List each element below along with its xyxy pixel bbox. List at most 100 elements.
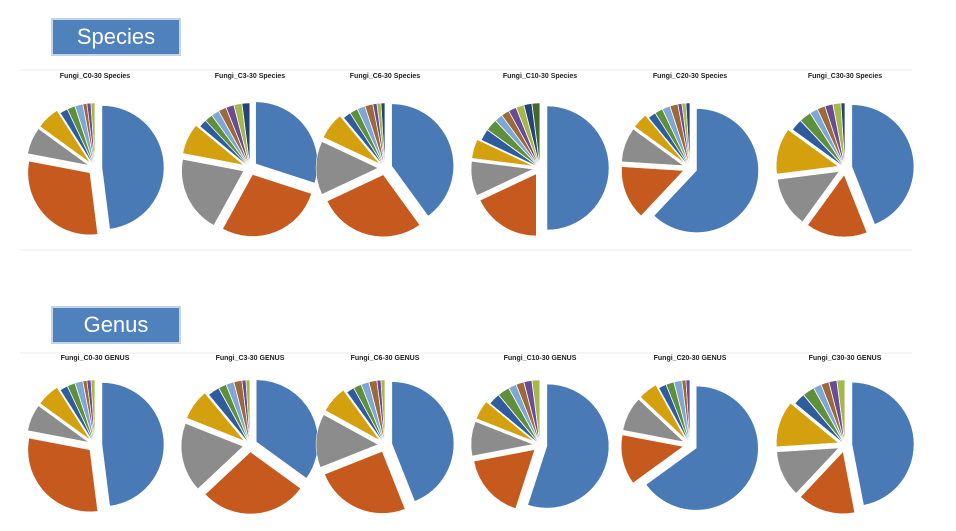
pie-slice — [654, 108, 689, 166]
pie-slice — [501, 110, 539, 166]
pie-slice — [807, 174, 868, 238]
pie-slice — [803, 387, 844, 443]
pie-slice — [546, 105, 610, 231]
pie-slice — [480, 129, 538, 167]
pie-slice — [205, 115, 249, 166]
pie-slice — [181, 159, 245, 226]
pie-slice — [323, 115, 380, 164]
pie-slice — [620, 434, 684, 484]
pie-slice — [669, 103, 690, 166]
pie-slice — [74, 103, 95, 166]
pie-slice — [508, 107, 539, 166]
pie-slice — [315, 141, 379, 195]
pie-slice — [828, 380, 845, 443]
pie-slice — [222, 174, 312, 237]
pie-slice — [391, 381, 455, 502]
chart-title: Fungi_C0-30 GENUS — [61, 355, 130, 362]
pie-slice — [326, 174, 421, 238]
pie-slice — [622, 399, 685, 443]
pie-slice — [218, 107, 249, 166]
pie-slice — [186, 392, 245, 442]
pie-slice — [523, 380, 540, 443]
chart-title: Fungi_C10-30 GENUS — [504, 355, 577, 362]
pie-slice — [658, 384, 689, 443]
pie-slice — [59, 108, 94, 166]
pie-slice — [621, 128, 685, 166]
pie-slice — [349, 108, 384, 166]
pie-slice — [255, 379, 319, 479]
pie-slice — [233, 103, 250, 166]
pie-slice — [487, 120, 538, 167]
pie-slice — [498, 387, 539, 443]
pie-slice — [832, 102, 845, 166]
pie-slice — [90, 379, 96, 443]
pie-slice — [208, 387, 249, 443]
pie-slice — [800, 451, 855, 514]
pie-slice — [665, 381, 690, 443]
pie-slice — [27, 405, 89, 443]
pie-slice — [531, 379, 541, 443]
pie-slice — [813, 384, 844, 443]
pie-slice — [225, 381, 250, 443]
pie-slice — [391, 103, 454, 217]
pie-slice — [621, 166, 685, 217]
pie-slice — [245, 379, 251, 443]
chart-title: Fungi_C0-30 Species — [60, 73, 131, 80]
pie-slice — [648, 112, 689, 166]
pie-slice — [794, 394, 844, 444]
pie-slice — [27, 160, 98, 236]
section-header — [51, 306, 181, 344]
pie-slice — [479, 173, 537, 237]
pie-slice — [233, 380, 250, 443]
chart-title: Fungi_C30-30 GENUS — [809, 355, 882, 362]
pie-slice — [640, 384, 686, 440]
pie-slice — [325, 389, 380, 441]
pie-slice — [315, 414, 379, 468]
pie-slice — [471, 139, 534, 167]
chart-title: Fungi_C3-30 GENUS — [216, 355, 285, 362]
pie-slice — [90, 102, 96, 166]
pie-slice — [515, 104, 540, 166]
pie-slice — [380, 102, 386, 166]
pie-slice — [39, 387, 91, 441]
chart-title: Fungi_C3-30 Species — [215, 73, 286, 80]
pie-slice — [840, 102, 846, 166]
pie-slice — [346, 387, 384, 443]
section-label: Genus — [84, 312, 149, 337]
chart-title: Fungi_C30-30 Species — [808, 73, 882, 80]
pie-slice — [182, 125, 244, 166]
pie-slice — [662, 105, 690, 166]
pie-slice — [27, 128, 89, 166]
pie-slice — [685, 379, 691, 443]
pie-slice — [817, 105, 845, 166]
pie-slice — [470, 421, 534, 457]
chart-title: Fungi_C10-30 Species — [503, 73, 577, 80]
pie-slice — [685, 102, 691, 166]
pie-slice — [39, 110, 91, 164]
pie-slice — [777, 171, 840, 223]
pie-slice — [645, 385, 759, 511]
pie-slice — [824, 103, 845, 166]
pie-slice — [74, 380, 95, 443]
pie-slice — [776, 129, 839, 175]
pie-slice — [515, 381, 540, 443]
pie-slice — [470, 161, 534, 196]
pie-slice — [836, 379, 846, 443]
pie-slice — [495, 115, 539, 166]
pie-slice — [101, 105, 165, 230]
pie-slice — [59, 385, 94, 443]
pie-slice — [800, 112, 844, 166]
pie-slice — [851, 382, 915, 506]
pie-slice — [634, 115, 686, 164]
pie-slice — [776, 402, 839, 447]
chart-title: Fungi_C20-30 Species — [653, 73, 727, 80]
pie-slice — [241, 102, 251, 166]
pie-slice — [508, 384, 539, 443]
pie-slice — [820, 381, 845, 443]
pie-slice — [211, 110, 249, 166]
pie-slice — [27, 437, 98, 513]
pie-slice — [360, 381, 385, 443]
pie-slice — [851, 104, 915, 225]
pie-slice — [527, 383, 610, 509]
